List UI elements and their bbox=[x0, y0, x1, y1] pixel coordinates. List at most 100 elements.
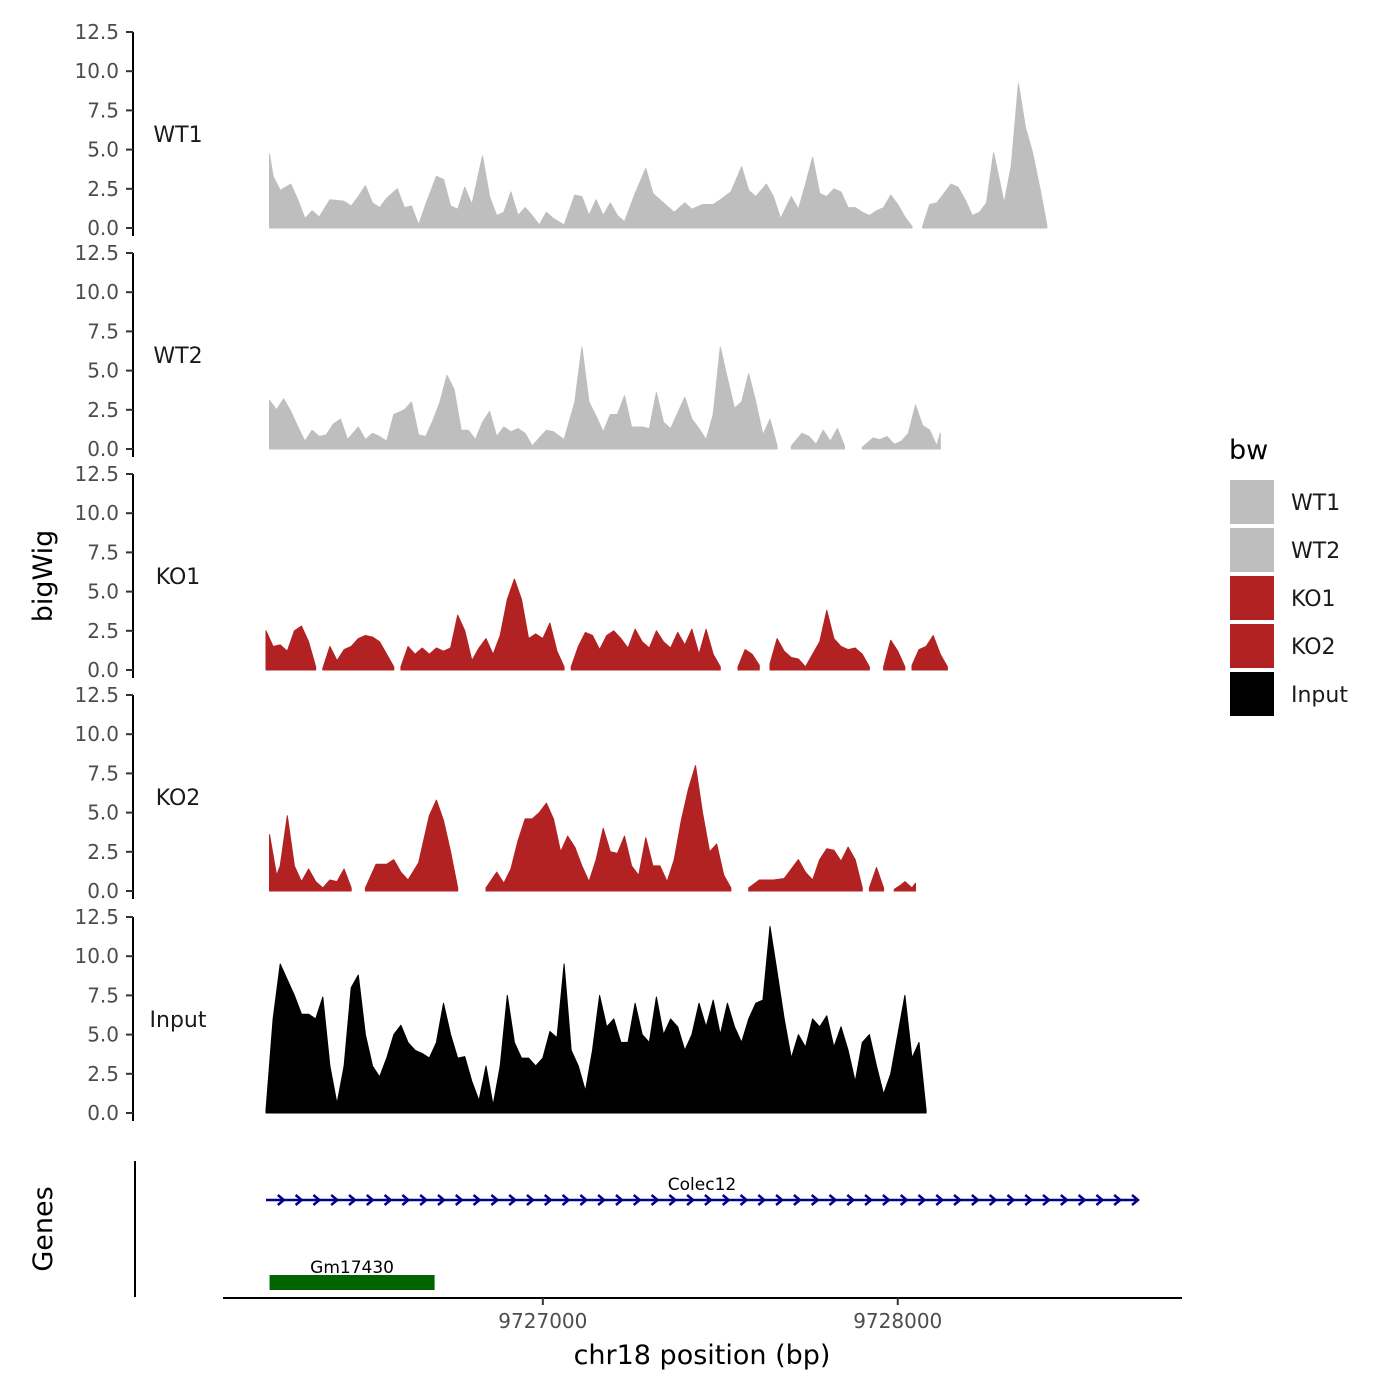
track-label-wt2: WT2 bbox=[153, 344, 202, 369]
gene-strand-arrow bbox=[312, 1194, 322, 1206]
legend-label-ko2: KO2 bbox=[1291, 635, 1336, 660]
track-label-wt1: WT1 bbox=[153, 123, 202, 148]
legend-label-ko1: KO1 bbox=[1291, 587, 1336, 612]
coverage-area bbox=[364, 799, 459, 892]
gene-strand-arrow bbox=[383, 1194, 393, 1206]
gene-strand-arrow bbox=[330, 1194, 340, 1206]
legend-label-wt1: WT1 bbox=[1291, 491, 1340, 516]
gene-gm17430-block bbox=[269, 1275, 435, 1290]
legend-keys: WT1 WT2 KO1 KO2 Input bbox=[1230, 480, 1348, 716]
x-axis: 9727000 9728000 chr18 position (bp) bbox=[223, 1297, 1182, 1371]
y-tick-label: 2.5 bbox=[87, 398, 119, 422]
gene-strand-arrow bbox=[1077, 1194, 1087, 1206]
gene-strand-arrow bbox=[828, 1194, 838, 1206]
x-axis-title: chr18 position (bp) bbox=[574, 1340, 831, 1371]
gene-strand-arrow bbox=[348, 1194, 357, 1206]
gene-strand-arrow bbox=[846, 1194, 856, 1206]
coverage-area bbox=[769, 609, 870, 671]
gene-strand-arrow bbox=[686, 1194, 696, 1206]
coverage-area bbox=[265, 925, 927, 1114]
gene-strand-arrow bbox=[935, 1194, 945, 1206]
track-label-input: Input bbox=[150, 1008, 207, 1033]
y-tick-label: 12.5 bbox=[74, 20, 119, 44]
gene-strand-arrow bbox=[775, 1194, 785, 1206]
gene-strand-arrow bbox=[1131, 1194, 1140, 1206]
track-ko1: 0.0 2.5 5.0 7.5 10.0 12.5 KO1 bbox=[74, 462, 948, 682]
gene-strand-arrow bbox=[365, 1194, 375, 1206]
gene-strand-arrow bbox=[1113, 1194, 1123, 1206]
legend-swatch-ko2 bbox=[1230, 624, 1274, 668]
track-wt1: 0.0 2.5 5.0 7.5 10.0 12.5 WT1 bbox=[74, 20, 1048, 240]
coverage-area bbox=[269, 346, 778, 450]
gene-strand-arrow bbox=[882, 1194, 891, 1206]
gene-strand-arrow bbox=[899, 1194, 909, 1206]
gene-strand-arrow bbox=[988, 1194, 998, 1206]
coverage-area bbox=[269, 815, 352, 892]
y-tick-label: 7.5 bbox=[87, 319, 119, 343]
gene-strand-arrow bbox=[276, 1194, 286, 1206]
y-tick-label: 7.5 bbox=[87, 540, 119, 564]
gene-strand-arrow bbox=[650, 1194, 660, 1206]
y-tick-label: 7.5 bbox=[87, 98, 119, 122]
coverage-area bbox=[911, 635, 948, 671]
track-input: 0.0 2.5 5.0 7.5 10.0 12.5 Input bbox=[74, 905, 927, 1125]
genes-title: Genes bbox=[28, 1186, 59, 1271]
y-tick-label: 5.0 bbox=[87, 1023, 119, 1047]
y-tick-label: 2.5 bbox=[87, 840, 119, 864]
y-tick-label: 2.5 bbox=[87, 619, 119, 643]
gene-strand-arrow bbox=[508, 1194, 518, 1206]
gene-strand-arrow bbox=[561, 1194, 571, 1206]
gene-strand-arrow bbox=[294, 1194, 304, 1206]
coverage-area bbox=[790, 428, 845, 450]
gene-strand-arrow bbox=[490, 1194, 500, 1206]
legend-label-input: Input bbox=[1291, 683, 1348, 708]
y-tick-label: 2.5 bbox=[87, 1062, 119, 1086]
gene-strand-arrow bbox=[615, 1194, 624, 1206]
coverage-area bbox=[400, 578, 565, 671]
gene-strand-arrow bbox=[1042, 1194, 1051, 1206]
y-tick-label: 10.0 bbox=[74, 59, 119, 83]
gene-strand-arrow bbox=[437, 1194, 446, 1206]
gene-strand-arrow bbox=[1060, 1194, 1069, 1206]
y-tick-label: 2.5 bbox=[87, 177, 119, 201]
gene-strand-arrow bbox=[739, 1194, 749, 1206]
gene-strand-arrow bbox=[472, 1194, 482, 1206]
coverage-area bbox=[868, 867, 885, 892]
y-tick-label: 10.0 bbox=[74, 501, 119, 525]
track-wt2: 0.0 2.5 5.0 7.5 10.0 12.5 WT2 bbox=[74, 241, 941, 461]
gene-strand-arrow bbox=[721, 1194, 731, 1206]
legend-swatch-input bbox=[1230, 672, 1274, 716]
y-tick-label: 0.0 bbox=[87, 437, 119, 461]
gene-strand-arrow bbox=[632, 1194, 642, 1206]
gene-strand-arrow bbox=[793, 1194, 802, 1206]
x-tick-label: 9728000 bbox=[853, 1309, 942, 1333]
coverage-area bbox=[570, 628, 721, 671]
coverage-area bbox=[748, 846, 863, 892]
y-tick-label: 12.5 bbox=[74, 241, 119, 265]
gene-strand-arrow bbox=[419, 1194, 429, 1206]
gene-strand-arrow bbox=[864, 1194, 874, 1206]
y-tick-label: 10.0 bbox=[74, 722, 119, 746]
y-tick-label: 5.0 bbox=[87, 580, 119, 604]
coverage-area bbox=[322, 635, 395, 671]
gene-strand-arrow bbox=[454, 1194, 464, 1206]
y-tick-label: 12.5 bbox=[74, 683, 119, 707]
y-tick-label: 5.0 bbox=[87, 359, 119, 383]
gene-marks bbox=[266, 1194, 1140, 1290]
y-tick-label: 10.0 bbox=[74, 280, 119, 304]
track-label-ko1: KO1 bbox=[156, 565, 201, 590]
gene-strand-arrow bbox=[971, 1194, 980, 1206]
gene-strand-arrow bbox=[1006, 1194, 1016, 1206]
legend-swatch-wt1 bbox=[1230, 480, 1274, 524]
y-tick-label: 10.0 bbox=[74, 944, 119, 968]
coverage-area bbox=[737, 649, 760, 671]
coverage-area bbox=[265, 625, 317, 671]
y-tick-label: 12.5 bbox=[74, 462, 119, 486]
y-tick-label: 0.0 bbox=[87, 216, 119, 240]
gene-strand-arrow bbox=[953, 1194, 962, 1206]
gene-label-gm17430: Gm17430 bbox=[310, 1258, 394, 1278]
x-tick-label: 9727000 bbox=[498, 1309, 587, 1333]
gene-strand-arrow bbox=[917, 1194, 927, 1206]
gene-strand-arrow bbox=[597, 1194, 607, 1206]
